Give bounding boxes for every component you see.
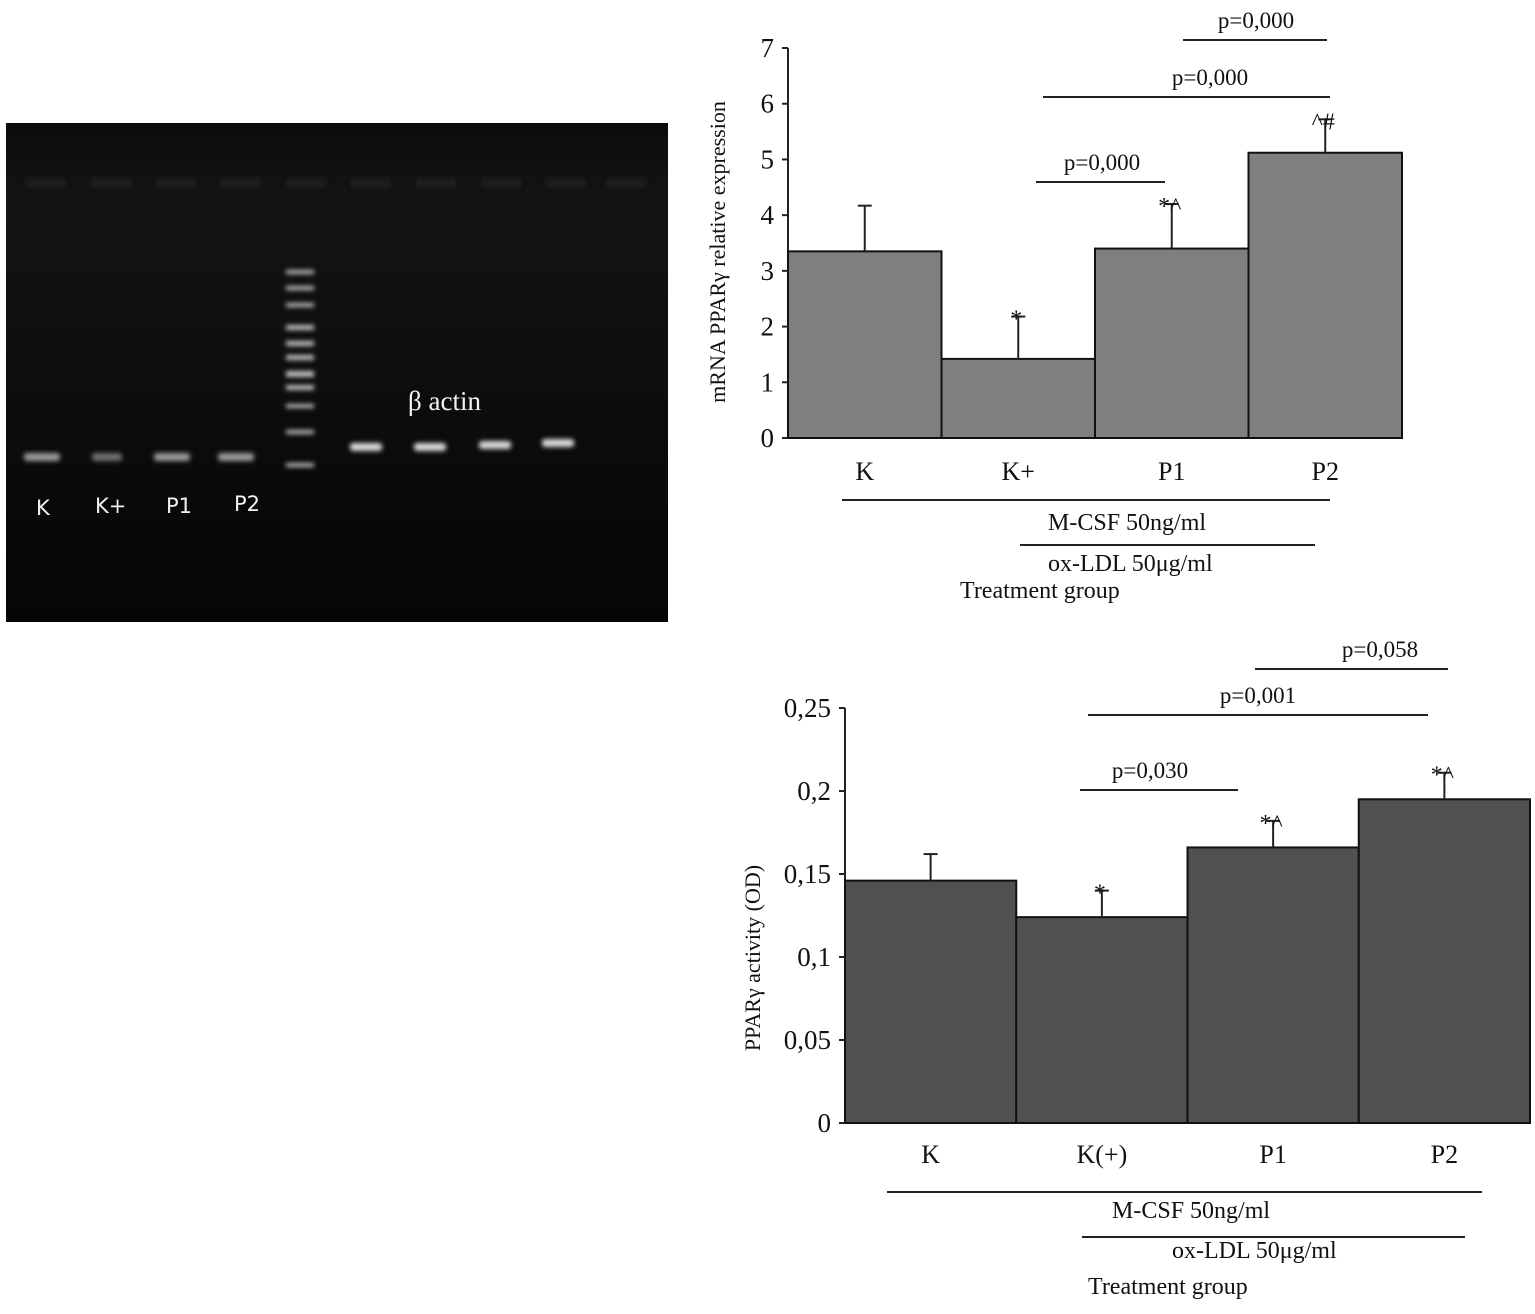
c1-y-tick-label: 7 bbox=[761, 33, 775, 63]
gel-background bbox=[6, 123, 668, 622]
c2-bar-k bbox=[844, 879, 1018, 1124]
lane-label-p2: P2 bbox=[234, 492, 260, 516]
chart1-bars bbox=[787, 118, 1403, 439]
ppar-activity-chart: 0 0,05 0,1 0,15 0,2 0,25 K K(+) P1 P2 * *^ *^ p=0,03… bbox=[740, 640, 1531, 1300]
c1-pvalue-label: p=0,000 bbox=[1218, 8, 1294, 33]
c2-y-tick-label: 0,2 bbox=[797, 776, 831, 806]
chart2-treatment-mcsf: M-CSF 50ng/ml bbox=[1112, 1198, 1270, 1224]
chart1-treatment-oxldl: ox-LDL 50μg/ml bbox=[1048, 551, 1213, 577]
chart1-ticks: 0 1 2 3 4 5 6 7 K K+ P1 P2 bbox=[761, 33, 1339, 486]
c2-significance-mark: *^ bbox=[1259, 811, 1282, 837]
c1-bar-p2 bbox=[1247, 151, 1403, 439]
c2-y-tick-label: 0,25 bbox=[784, 693, 831, 723]
c1-category-label: K+ bbox=[1002, 457, 1035, 486]
gel-wells bbox=[26, 178, 646, 188]
c1-bar-k bbox=[787, 250, 943, 439]
c1-category-label: K bbox=[855, 457, 874, 486]
chart2-bars bbox=[844, 771, 1531, 1125]
gel-svg: β actin K K+ P1 P2 bbox=[6, 123, 668, 622]
c1-y-tick-label: 5 bbox=[761, 144, 775, 174]
chart1-annotations: * *^ ^# p=0,000 p=0,000 p=0,000 bbox=[1010, 8, 1335, 333]
c1-y-tick-label: 2 bbox=[761, 312, 775, 342]
c2-category-label: K bbox=[921, 1140, 940, 1169]
c1-pvalue-label: p=0,000 bbox=[1064, 150, 1140, 175]
c1-y-tick-label: 3 bbox=[761, 256, 775, 286]
c2-y-tick-label: 0,15 bbox=[784, 859, 831, 889]
c2-significance-mark: *^ bbox=[1431, 763, 1454, 789]
c2-pvalue-label: p=0,058 bbox=[1342, 640, 1418, 662]
chart2-treatment-oxldl: ox-LDL 50μg/ml bbox=[1172, 1238, 1337, 1264]
chart2-annotations: * *^ *^ p=0,030 p=0,001 p=0,058 bbox=[1080, 640, 1454, 907]
c1-y-tick-label: 6 bbox=[761, 89, 775, 119]
c1-category-label: P2 bbox=[1312, 457, 1339, 486]
c1-y-tick-label: 1 bbox=[761, 367, 775, 397]
gel-sample-bands bbox=[24, 453, 254, 461]
chart1-y-axis-label: mRNA PPARγ relative expression bbox=[705, 101, 730, 403]
lane-label-kplus: K+ bbox=[95, 494, 126, 518]
chart2-y-axis-label: PPARγ activity (OD) bbox=[740, 865, 765, 1051]
chart2-x-axis-label: Treatment group bbox=[1088, 1274, 1248, 1300]
mrna-expression-chart: 0 1 2 3 4 5 6 7 K K+ P1 P2 * *^ ^# p=0,000 p=0,000 p=0,0… bbox=[705, 8, 1403, 604]
c2-category-label: P2 bbox=[1431, 1140, 1458, 1169]
lane-label-k: K bbox=[36, 496, 51, 520]
c2-category-label: P1 bbox=[1259, 1140, 1286, 1169]
beta-actin-label: β actin bbox=[408, 386, 481, 416]
c1-pvalue-label: p=0,000 bbox=[1172, 65, 1248, 90]
chart1-x-axis-label: Treatment group bbox=[960, 578, 1120, 604]
c2-significance-mark: * bbox=[1094, 881, 1106, 907]
c1-category-label: P1 bbox=[1158, 457, 1185, 486]
c2-pvalue-label: p=0,001 bbox=[1220, 683, 1296, 708]
lane-label-p1: P1 bbox=[166, 494, 192, 518]
c2-bar-k bbox=[1015, 916, 1189, 1124]
c1-significance-mark: *^ bbox=[1158, 194, 1181, 220]
c2-bar-p2 bbox=[1357, 798, 1531, 1125]
c1-y-tick-label: 4 bbox=[761, 200, 775, 230]
chart1-treatment-mcsf: M-CSF 50ng/ml bbox=[1048, 510, 1206, 536]
c1-y-tick-label: 0 bbox=[761, 423, 775, 453]
c2-y-tick-label: 0,1 bbox=[797, 942, 831, 972]
c2-y-tick-label: 0 bbox=[818, 1108, 832, 1138]
gel-electrophoresis-image: β actin K K+ P1 P2 bbox=[6, 123, 668, 622]
c1-bar-k bbox=[940, 357, 1096, 439]
c2-pvalue-label: p=0,030 bbox=[1112, 758, 1188, 783]
gel-actin-bands bbox=[350, 439, 574, 451]
chart2-ticks: 0 0,05 0,1 0,15 0,2 0,25 K K(+) P1 P2 bbox=[784, 693, 1458, 1169]
c1-significance-mark: * bbox=[1010, 307, 1022, 333]
c1-bar-p1 bbox=[1094, 247, 1250, 439]
c2-y-tick-label: 0,05 bbox=[784, 1025, 831, 1055]
c2-category-label: K(+) bbox=[1076, 1140, 1127, 1169]
c2-bar-p1 bbox=[1186, 846, 1360, 1124]
c1-significance-mark: ^# bbox=[1312, 109, 1335, 135]
gel-ladder bbox=[286, 270, 314, 467]
